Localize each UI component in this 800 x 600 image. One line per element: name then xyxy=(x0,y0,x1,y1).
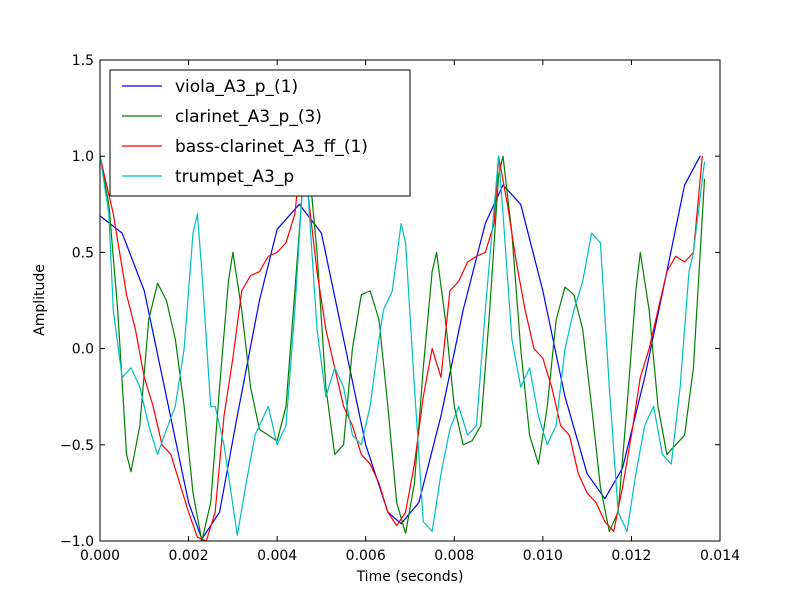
legend: viola_A3_p_(1) clarinet_A3_p_(3) bass-clar… xyxy=(109,69,411,197)
plot-frame xyxy=(99,59,721,542)
x-tick-label: 0.006 xyxy=(346,548,386,564)
legend-label: trumpet_A3_p xyxy=(175,167,294,187)
legend-box xyxy=(109,69,411,197)
x-tick-label: 0.002 xyxy=(169,548,209,564)
series-layer xyxy=(100,155,706,541)
x-tick-label: 0.008 xyxy=(434,548,474,564)
series-line-3 xyxy=(100,155,703,541)
y-tick-label: 1.0 xyxy=(72,149,94,165)
y-tick-label: −0.5 xyxy=(60,438,94,454)
x-tick-label: 0.004 xyxy=(257,548,297,564)
series-line-4 xyxy=(100,155,706,536)
ticks-layer: 0.000 0.002 0.004 0.006 0.008 0.010 0.012 0.014… xyxy=(60,53,740,564)
legend-label: viola_A3_p_(1) xyxy=(175,77,298,97)
y-tick-label: 1.5 xyxy=(72,53,94,69)
y-tick-label: −1.0 xyxy=(60,534,94,550)
legend-label: clarinet_A3_p_(3) xyxy=(175,107,322,127)
y-axis-label: Amplitude xyxy=(32,264,48,336)
x-tick-label: 0.014 xyxy=(700,548,740,564)
x-tick-label: 0.000 xyxy=(80,548,120,564)
legend-label: bass-clarinet_A3_ff_(1) xyxy=(175,137,368,157)
x-axis-label: Time (seconds) xyxy=(356,569,464,585)
y-tick-label: 0.5 xyxy=(72,245,94,261)
y-tick-label: 0.0 xyxy=(72,342,94,358)
x-tick-label: 0.012 xyxy=(611,548,651,564)
x-tick-label: 0.010 xyxy=(523,548,563,564)
